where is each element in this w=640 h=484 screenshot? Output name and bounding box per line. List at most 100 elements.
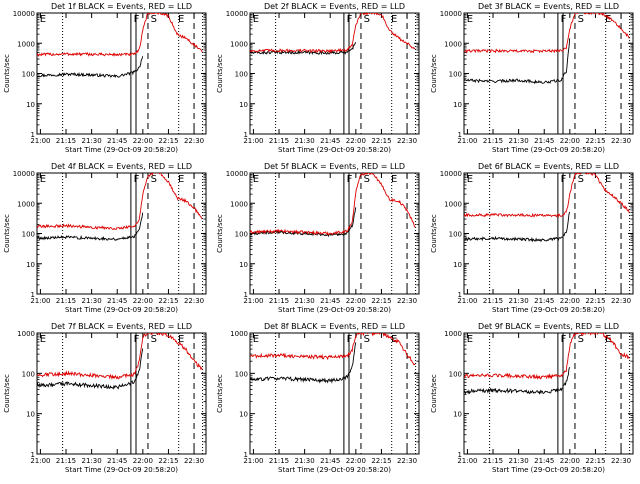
x-tick-label: 21:15 (56, 297, 76, 305)
x-tick-label: 22:00 (133, 457, 153, 465)
annotation-letter: F (134, 14, 140, 25)
annotation-letter: S (578, 14, 584, 25)
lld-series-line (250, 333, 416, 366)
lld-series-line (37, 13, 203, 57)
y-axis-label: Counts/sec (3, 54, 11, 93)
y-tick-label: 1000 (230, 330, 248, 338)
chart-title: Det 9f BLACK = Events, RED = LLD (478, 322, 619, 331)
y-tick-label: 100 (449, 231, 462, 239)
annotation-letter: E (40, 14, 46, 25)
annotation-letter: E (253, 14, 259, 25)
x-tick-label: 21:45 (534, 137, 554, 145)
annotation-letter: E (605, 174, 611, 185)
events-series-line (464, 211, 571, 243)
annotation-letter: F (347, 334, 353, 345)
x-axis-label: Start Time (29-Oct-09 20:58:20) (65, 306, 178, 314)
lld-series-line (464, 13, 630, 54)
y-tick-label: 10 (239, 261, 248, 269)
y-tick-label: 100 (235, 71, 248, 79)
x-tick-label: 21:30 (295, 137, 315, 145)
annotation-letter: E (605, 14, 611, 25)
y-tick-label: 1 (31, 451, 35, 459)
annotation-letter: F (561, 334, 567, 345)
events-series-line (250, 342, 357, 384)
annotation-letter: F (347, 14, 353, 25)
x-tick-label: 21:15 (483, 297, 503, 305)
events-series-line (464, 38, 571, 85)
y-axis-label: Counts/sec (3, 214, 11, 253)
chart-title: Det 5f BLACK = Events, RED = LLD (264, 162, 405, 171)
x-tick-label: 22:00 (346, 297, 366, 305)
y-tick-label: 1 (31, 131, 35, 139)
x-tick-label: 22:30 (397, 457, 417, 465)
x-tick-label: 22:15 (371, 297, 391, 305)
x-tick-label: 22:15 (585, 297, 605, 305)
x-axis-label: Start Time (29-Oct-09 20:58:20) (492, 146, 605, 154)
x-axis-label: Start Time (29-Oct-09 20:58:20) (278, 306, 391, 314)
chart-panel: Det 5f BLACK = Events, RED = LLD 1 10 100 10… (216, 162, 420, 314)
annotation-letter: E (178, 14, 184, 25)
x-tick-label: 21:15 (483, 457, 503, 465)
y-tick-label: 100 (22, 231, 35, 239)
y-tick-label: 1000 (444, 330, 462, 338)
x-axis-label: Start Time (29-Oct-09 20:58:20) (492, 466, 605, 474)
x-tick-label: 21:30 (82, 297, 102, 305)
lld-series-line (37, 173, 203, 231)
annotation-letter: S (578, 174, 584, 185)
annotation-letter: F (134, 174, 140, 185)
x-axis-label: Start Time (29-Oct-09 20:58:20) (492, 306, 605, 314)
y-tick-label: 1000 (444, 40, 462, 48)
y-axis-label: Counts/sec (430, 54, 438, 93)
x-tick-label: 21:00 (457, 457, 477, 465)
events-series-line (464, 367, 571, 395)
annotation-letter: S (364, 334, 370, 345)
chart-title: Det 1f BLACK = Events, RED = LLD (51, 2, 192, 11)
y-axis-label: Counts/sec (430, 374, 438, 413)
x-tick-label: 21:45 (320, 297, 340, 305)
y-tick-label: 1 (31, 291, 35, 299)
x-tick-label: 22:00 (560, 457, 580, 465)
x-axis-label: Start Time (29-Oct-09 20:58:20) (65, 146, 178, 154)
x-tick-label: 21:15 (269, 297, 289, 305)
x-tick-label: 21:00 (457, 297, 477, 305)
y-tick-label: 10 (239, 101, 248, 109)
x-tick-label: 22:30 (397, 297, 417, 305)
x-tick-label: 22:15 (158, 137, 178, 145)
annotation-letter: E (253, 174, 259, 185)
x-tick-label: 21:15 (269, 137, 289, 145)
x-tick-label: 21:15 (483, 137, 503, 145)
chart-panel: Det 6f BLACK = Events, RED = LLD 1 10 100 10… (430, 162, 634, 314)
annotation-letter: E (605, 334, 611, 345)
x-axis-label: Start Time (29-Oct-09 20:58:20) (278, 146, 391, 154)
y-tick-label: 10000 (226, 10, 248, 18)
x-tick-label: 22:30 (611, 457, 631, 465)
x-tick-label: 21:30 (295, 297, 315, 305)
annotation-letter: F (561, 14, 567, 25)
annotation-letter: F (134, 334, 140, 345)
y-tick-label: 10 (26, 261, 35, 269)
x-tick-label: 21:45 (320, 137, 340, 145)
x-axis-label: Start Time (29-Oct-09 20:58:20) (65, 466, 178, 474)
y-tick-label: 10000 (226, 170, 248, 178)
y-tick-label: 10000 (440, 170, 462, 178)
plot-frame (249, 332, 420, 455)
y-tick-label: 1000 (444, 200, 462, 208)
x-tick-label: 21:30 (82, 457, 102, 465)
chart-panel: Det 8f BLACK = Events, RED = LLD 1 10 100 10… (216, 322, 420, 474)
x-tick-label: 21:00 (243, 137, 263, 145)
y-axis-label: Counts/sec (216, 214, 224, 253)
annotation-letter: S (151, 174, 157, 185)
x-tick-label: 22:15 (585, 457, 605, 465)
lld-series-line (464, 173, 630, 219)
x-tick-label: 21:45 (107, 457, 127, 465)
x-tick-label: 22:00 (133, 137, 153, 145)
x-tick-label: 21:15 (56, 457, 76, 465)
x-tick-label: 21:30 (509, 457, 529, 465)
y-tick-label: 1 (458, 291, 462, 299)
y-tick-label: 100 (22, 71, 35, 79)
x-tick-label: 22:30 (184, 137, 204, 145)
x-tick-label: 22:15 (585, 137, 605, 145)
chart-panel: Det 4f BLACK = Events, RED = LLD 1 10 100 10… (3, 162, 207, 314)
annotation-letter: E (391, 334, 397, 345)
